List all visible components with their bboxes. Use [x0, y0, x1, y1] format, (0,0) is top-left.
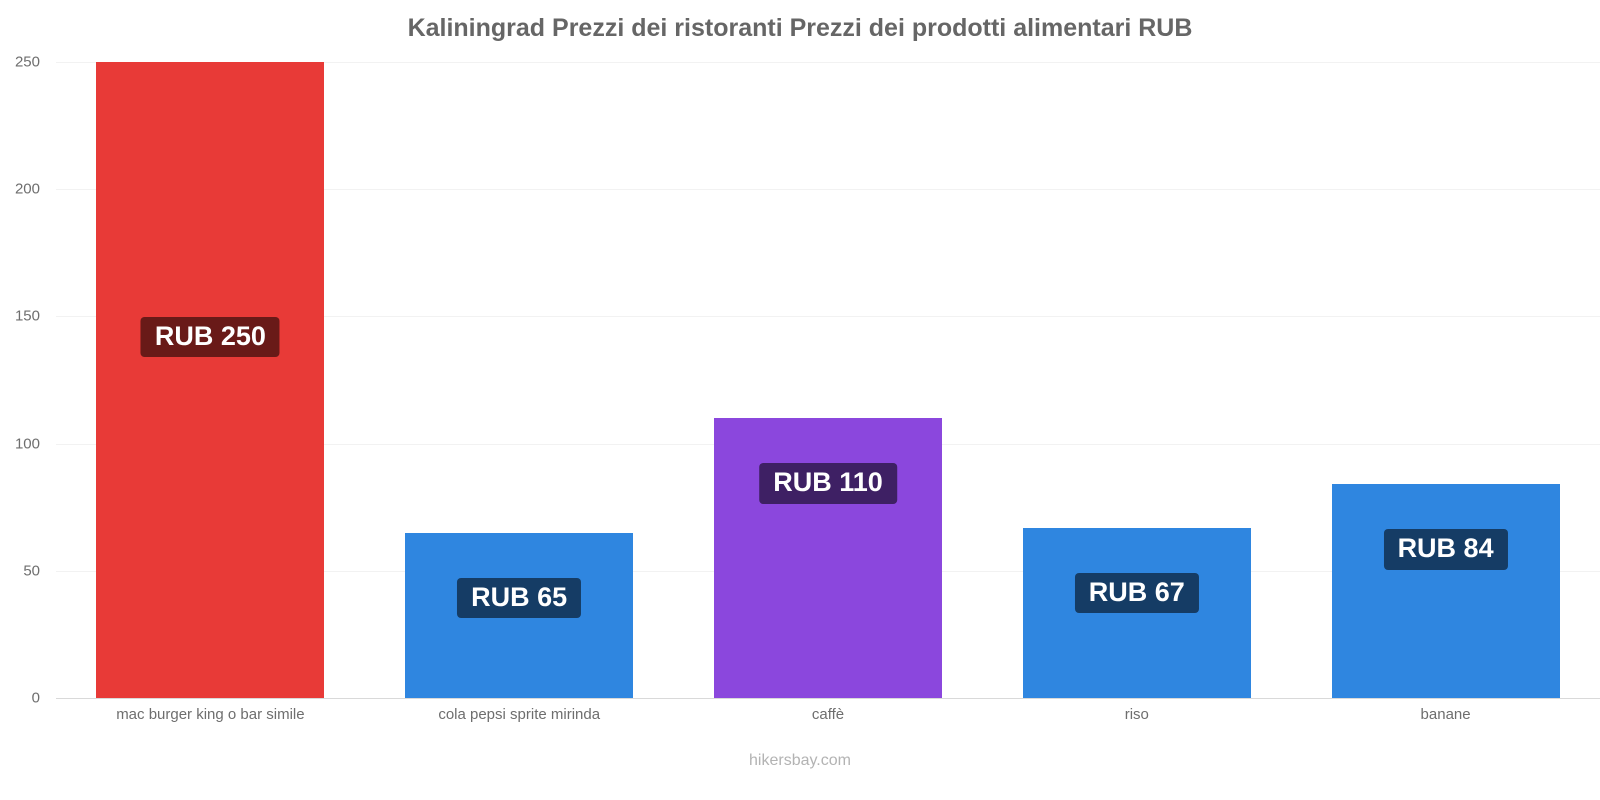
- y-axis-tick-label: 250: [14, 53, 40, 71]
- bar[interactable]: [1331, 484, 1560, 698]
- bar[interactable]: [96, 62, 325, 698]
- y-axis: 0 50 100 150 200 250: [0, 54, 48, 707]
- x-axis-tick-label: cola pepsi sprite mirinda: [438, 706, 601, 723]
- y-axis-tick-label: 150: [14, 307, 40, 325]
- bar-value-label: RUB 67: [1074, 572, 1199, 613]
- bar-slot: RUB 65: [365, 62, 674, 698]
- chart-title: Kaliningrad Prezzi dei ristoranti Prezzi…: [407, 14, 1193, 42]
- watermark: hikersbay.com: [749, 752, 851, 769]
- y-axis-tick-label: 100: [14, 435, 40, 453]
- grid-line: [56, 189, 1600, 191]
- y-axis-tick-label: 0: [31, 689, 40, 707]
- bar[interactable]: [713, 418, 942, 698]
- x-axis-line: [56, 698, 1600, 699]
- x-axis-tick-label: riso: [1124, 706, 1149, 723]
- bar-slot: RUB 110: [674, 62, 983, 698]
- y-axis-tick-label: 50: [23, 562, 40, 580]
- x-axis: mac burger king o bar simile cola pepsi s…: [56, 706, 1600, 736]
- bar-series: RUB 250 RUB 65 RUB 110 RUB 67 RUB 84: [56, 62, 1600, 698]
- x-axis-tick-label: mac burger king o bar simile: [116, 706, 305, 723]
- grid-line: [56, 316, 1600, 318]
- bar-value-label: RUB 110: [759, 463, 897, 504]
- bar-value-label: RUB 65: [457, 577, 582, 618]
- x-axis-tick-label: banane: [1420, 706, 1471, 723]
- y-axis-tick-label: 200: [14, 180, 40, 198]
- bar-value-label: RUB 250: [140, 317, 280, 358]
- bar-slot: RUB 84: [1291, 62, 1600, 698]
- bar-slot: RUB 67: [982, 62, 1291, 698]
- bar-slot: RUB 250: [56, 62, 365, 698]
- bar[interactable]: [1022, 527, 1251, 698]
- bar-value-label: RUB 84: [1383, 529, 1508, 570]
- grid-line: [56, 62, 1600, 63]
- x-axis-tick-label: caffè: [811, 706, 845, 723]
